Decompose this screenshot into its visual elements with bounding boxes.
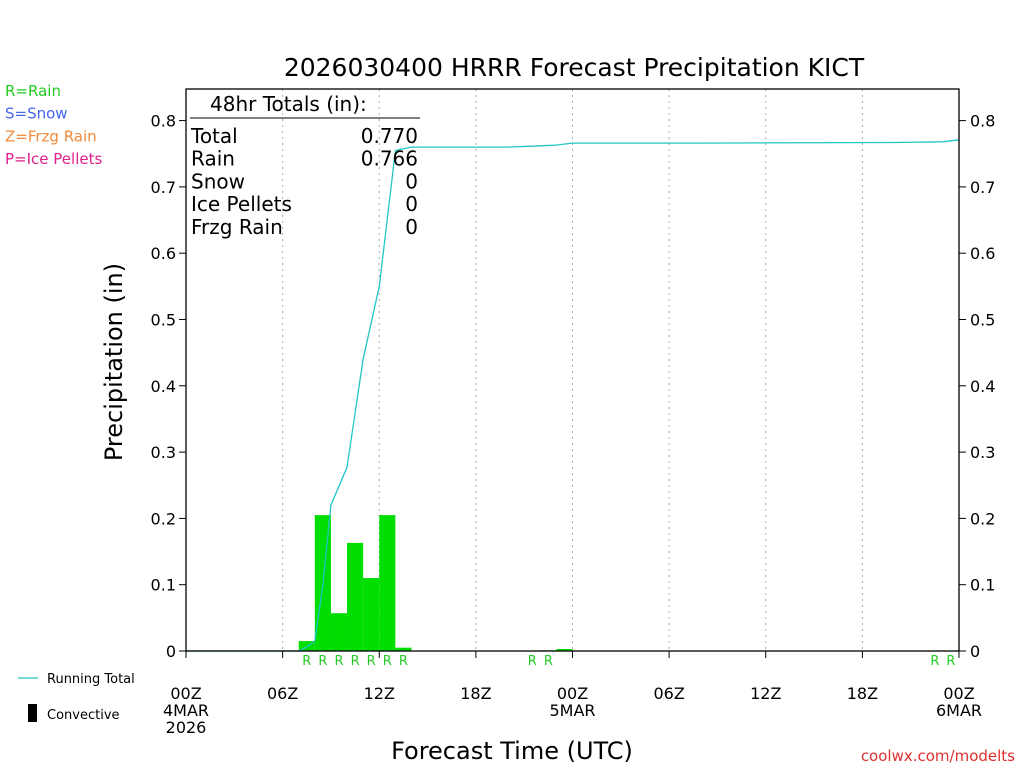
totals-row-value: 0.770 — [361, 124, 418, 148]
running-total-line — [186, 139, 960, 652]
x-tick-label: 4MAR — [163, 701, 209, 720]
precip-type-legend-item: Z=Frzg Rain — [5, 127, 97, 145]
y-tick-label: 0.4 — [151, 377, 176, 396]
totals-row-value: 0 — [405, 215, 418, 239]
y-tick-label-right: 0 — [970, 642, 980, 661]
grid-lines — [186, 89, 959, 652]
precip-type-marker: R — [367, 654, 376, 669]
totals-row-label: Total — [190, 124, 238, 148]
convective-legend-swatch — [28, 704, 37, 722]
precip-type-marker: R — [946, 654, 955, 669]
y-tick-label: 0.1 — [151, 576, 176, 595]
y-tick-label-right: 0.7 — [970, 178, 995, 197]
x-tick-label: 12Z — [750, 684, 781, 703]
running-total-group — [186, 139, 960, 652]
precip-type-marker: R — [930, 654, 939, 669]
y-tick-label-right: 0.2 — [970, 509, 995, 528]
x-tick-label: 00Z — [943, 684, 974, 703]
totals-row-label: Frzg Rain — [191, 215, 283, 239]
precip-type-marker: R — [302, 654, 311, 669]
x-tick-label: 00Z — [557, 684, 588, 703]
y-tick-label-right: 0.6 — [970, 244, 995, 263]
totals-row-value: 0 — [405, 192, 418, 216]
totals-row-label: Ice Pellets — [191, 192, 292, 216]
y-tick-label-right: 0.1 — [970, 576, 995, 595]
precip-type-marker: R — [334, 654, 343, 669]
precip-type-legend-item: R=Rain — [5, 82, 61, 100]
precip-bar — [556, 649, 573, 651]
y-tick-label-right: 0.3 — [970, 443, 995, 462]
precip-bar — [347, 542, 364, 651]
y-tick-label-right: 0.5 — [970, 311, 995, 330]
precip-bar — [363, 578, 380, 651]
y-axis-ticks: 0 00.1 0.10.2 0.20.3 0.30.4 0.40.5 0.50.6 0.60.… — [151, 112, 996, 661]
x-tick-label: 06Z — [653, 684, 684, 703]
bars-group — [298, 515, 573, 652]
x-tick-label: 12Z — [364, 684, 395, 703]
totals-row-value: 0.766 — [361, 147, 418, 171]
precip-bar — [379, 515, 396, 651]
precip-type-marker: R — [399, 654, 408, 669]
precip-bar — [298, 641, 315, 651]
y-tick-label: 0.2 — [151, 509, 176, 528]
x-tick-label: 6MAR — [936, 701, 982, 720]
y-tick-label: 0.6 — [151, 244, 176, 263]
x-tick-label: 18Z — [460, 684, 491, 703]
totals-row-label: Snow — [191, 169, 245, 193]
totals-heading: 48hr Totals (in): — [210, 92, 367, 116]
y-tick-label: 0 — [166, 642, 176, 661]
running-total-legend-label: Running Total — [47, 672, 135, 687]
precip-type-legend-item: S=Snow — [5, 105, 68, 123]
precip-type-marker: R — [383, 654, 392, 669]
y-tick-label: 0.8 — [151, 112, 176, 131]
precip-bar — [330, 613, 348, 651]
x-tick-label: 00Z — [170, 684, 201, 703]
y-tick-label-right: 0.4 — [970, 377, 995, 396]
totals-row-label: Rain — [191, 147, 235, 171]
x-axis-label: Forecast Time (UTC) — [391, 737, 633, 765]
y-tick-label: 0.5 — [151, 311, 176, 330]
precip-type-marker: R — [528, 654, 537, 669]
y-axis-label: Precipitation (in) — [100, 263, 128, 461]
x-tick-label: 18Z — [847, 684, 878, 703]
x-tick-label: 2026 — [166, 718, 207, 737]
precip-type-marker: R — [544, 654, 553, 669]
y-tick-label-right: 0.8 — [970, 112, 995, 131]
convective-legend-label: Convective — [47, 708, 120, 723]
totals-row-value: 0 — [405, 169, 418, 193]
x-tick-label: 5MAR — [549, 701, 595, 720]
precip-type-marker: R — [351, 654, 360, 669]
chart-title: 2026030400 HRRR Forecast Precipitation K… — [284, 53, 865, 82]
precip-bar — [395, 647, 412, 651]
precip-type-marker: R — [318, 654, 327, 669]
precip-type-legend-item: P=Ice Pellets — [5, 150, 102, 168]
y-tick-label: 0.3 — [151, 443, 176, 462]
y-tick-label: 0.7 — [151, 178, 176, 197]
x-tick-label: 06Z — [267, 684, 298, 703]
precip-type-legend: R=Rain S=Snow Z=Frzg Rain P=Ice Pellets — [5, 82, 102, 168]
credit-text: coolwx.com/modelts — [861, 747, 1015, 765]
totals-box: 48hr Totals (in): Total 0.770 Rain 0.766 Sno… — [190, 92, 420, 239]
